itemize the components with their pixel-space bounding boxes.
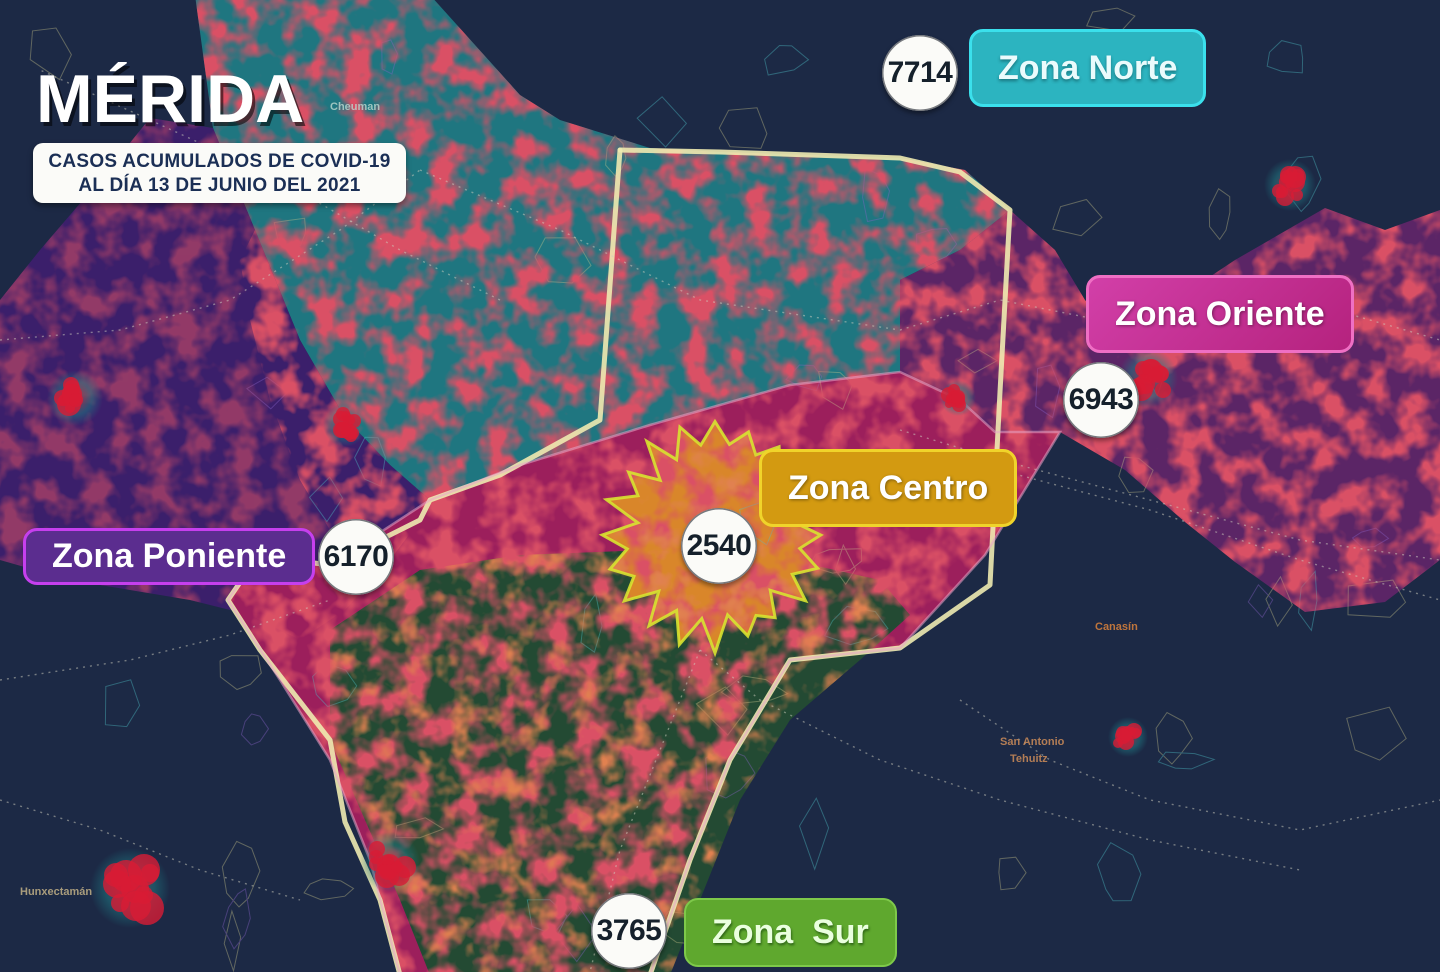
svg-text:Tehuitz: Tehuitz <box>1010 753 1048 765</box>
svg-text:San Antonio: San Antonio <box>1000 736 1065 748</box>
svg-text:Hunxectamán: Hunxectamán <box>20 886 92 898</box>
svg-text:Cheuman: Cheuman <box>330 101 380 113</box>
svg-text:Canasín: Canasín <box>1095 621 1138 633</box>
